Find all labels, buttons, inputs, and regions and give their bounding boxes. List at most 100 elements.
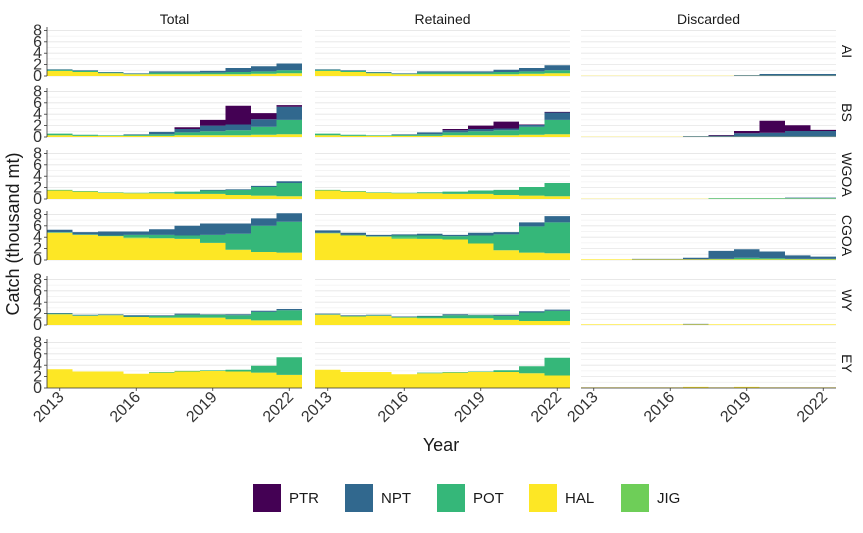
x-tick-label: 2022 [528,389,565,426]
y-tick-label: 2 [33,369,42,386]
y-tick-label: 0 [33,68,42,85]
y-tick-label: 8 [33,83,42,100]
x-axis-title: Year [423,435,459,455]
area-pot-total-cgoa [47,221,302,253]
area-pot-retained-wgoa [315,183,570,197]
panel-retained-ey: 2013 2016 2019 2022 [298,342,570,426]
y-tick-label: 4 [33,168,42,185]
strip-label-discarded: Discarded [677,11,740,27]
area-pot-total-ai [47,69,302,75]
y-tick-label: 2 [33,306,42,323]
strip-label-ey: EY [839,354,855,373]
y-tick-label: 4 [33,106,42,123]
legend-label-jig: JIG [657,490,680,507]
x-tick-label: 2022 [260,389,297,426]
area-ptr-discarded-bs [581,120,836,137]
y-tick-label: 0 [33,317,42,334]
area-npt-retained-bs [315,112,570,136]
area-npt-retained-cgoa [315,216,570,237]
area-pot-total-bs [47,119,302,136]
area-hal-total-cgoa [47,232,302,260]
area-npt-discarded-ai [581,74,836,76]
panel-retained-bs [315,91,570,138]
legend-swatch-hal [529,484,557,512]
area-npt-discarded-bs [581,131,836,137]
x-tick-label: 2013 [298,389,335,426]
area-npt-retained-wy [315,309,570,317]
y-tick-label: 2 [33,57,42,74]
area-npt-total-wy [47,309,302,317]
legend-swatch-npt [345,484,373,512]
y-tick-label: 0 [33,129,42,146]
area-npt-retained-ai [315,65,570,74]
x-tick-label: 2016 [107,389,144,426]
area-pot-retained-ai [315,69,570,75]
legend-label-npt: NPT [381,490,411,507]
area-npt-total-bs [47,106,302,136]
strip-label-wy: WY [839,289,855,312]
panel-discarded-ey: 2013 2016 2019 2022 [564,342,836,426]
x-tick-label: 2016 [375,389,412,426]
panel-discarded-ai [581,30,836,77]
legend-item-jig: JIG [621,484,680,512]
strip-label-ai: AI [839,45,855,58]
x-tick-label: 2019 [183,389,220,426]
strip-label-wgoa: WGOA [839,152,855,197]
y-tick-label: 2 [33,118,42,135]
area-hal-total-ai [47,70,302,76]
x-tick-label: 2019 [717,389,754,426]
y-tick-label: 8 [33,206,42,223]
x-tick-label: 2019 [451,389,488,426]
legend-label-pot: POT [473,490,504,507]
panel-discarded-wgoa [581,153,836,200]
strip-label-cgoa: CGOA [839,215,855,257]
x-tick-label: 2016 [641,389,678,426]
legend-swatch-pot [437,484,465,512]
area-hal-total-wy [47,314,302,325]
area-npt-total-wgoa [47,181,302,193]
legend-item-ptr: PTR [253,484,319,512]
area-npt-total-ai [47,63,302,74]
panel-retained-ai [315,30,570,77]
area-hal-discarded-cgoa [581,259,836,260]
y-tick-label: 6 [33,283,42,300]
y-tick-label: 8 [33,271,42,288]
facet-panels: Total Retained DiscardedAIBSWGOACGOAWYEY02… [30,11,855,426]
y-tick-label: 8 [33,22,42,39]
area-hal-total-wgoa [47,190,302,199]
y-tick-label: 6 [33,218,42,235]
area-hal-retained-ai [315,70,570,76]
area-npt-discarded-wgoa [581,197,836,199]
y-tick-label: 4 [33,294,42,311]
y-tick-label: 8 [33,145,42,162]
panel-retained-wgoa [315,153,570,200]
x-tick-label: 2022 [794,389,831,426]
area-ptr-total-bs [47,105,302,136]
y-axis-title: Catch (thousand mt) [3,152,23,315]
strip-label-total: Total [160,11,190,27]
panel-retained-wy [315,279,570,326]
y-tick-label: 0 [33,252,42,269]
strip-label-retained: Retained [414,11,470,27]
area-pot-retained-bs [315,119,570,136]
panel-discarded-cgoa [581,214,836,261]
panel-retained-cgoa [315,214,570,261]
y-tick-label: 4 [33,45,42,62]
area-npt-discarded-wy [581,323,836,325]
panel-discarded-bs [581,91,836,138]
y-tick-label: 2 [33,180,42,197]
area-pot-total-ey [47,357,302,375]
legend-swatch-jig [621,484,649,512]
area-ptr-retained-bs [315,111,570,136]
y-tick-label: 0 [33,380,42,397]
y-tick-label: 8 [33,334,42,351]
y-tick-label: 2 [33,241,42,258]
legend-swatch-ptr [253,484,281,512]
